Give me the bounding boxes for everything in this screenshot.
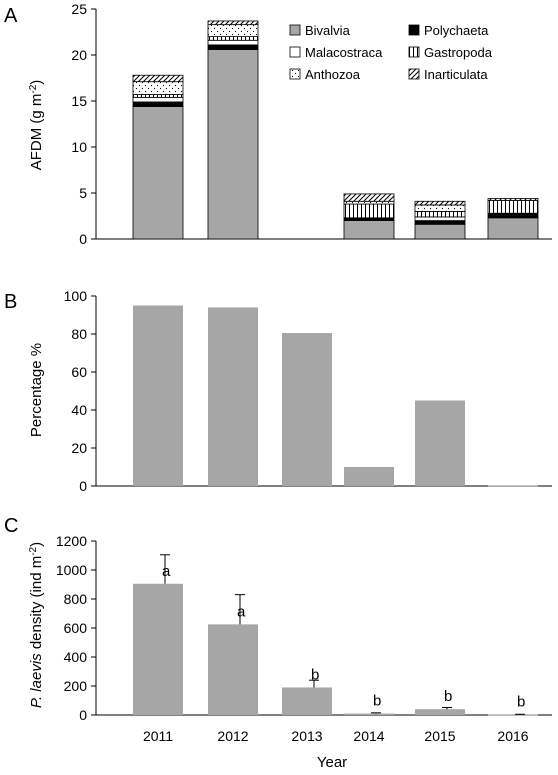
panel-a-bar-segment-bivalvia [414,223,466,240]
panel-a-bar-segment-bivalvia [343,220,395,240]
legend-swatch-anthozoa [289,68,301,80]
panel-c-significance-label-2014: b [373,693,381,710]
panel-a-bar-segment-inarticulata [414,200,466,206]
panel-c-bar-2011 [133,583,183,715]
panel-c-y-tick-label: 1000 [56,562,87,578]
panel-letter-b: B [4,291,17,313]
panel-a-bar-segment-inarticulata [343,193,395,202]
panel-a-bar-segment-bivalvia [487,217,539,240]
panel-c-bar-2016 [488,714,538,716]
panel-b-y-tick-label: 40 [71,402,87,418]
panel-a-bar-segment-bivalvia [132,106,184,240]
legend-label-polychaeta: Polychaeta [424,23,489,38]
panel-c-y-tick-label: 400 [64,649,88,665]
panel-a-legend: Bivalvia Polychaeta Malacostraca Gastropoda… [289,23,493,82]
panel-c-bar-2012 [208,624,258,715]
panel-a-y-tick-label: 25 [71,1,87,17]
legend-swatch-bivalvia [289,24,301,36]
legend-label-malacostraca: Malacostraca [305,45,383,60]
panel-b-bar-2012 [208,307,258,486]
panel-a-bar-segment-inarticulata [487,198,539,201]
panel-c-significance-label-2011: a [162,563,171,580]
panel-a-y-tick-label: 0 [79,231,87,247]
panel-a-bar-segment-gastropoda [207,36,259,41]
panel-b-bar-2011 [133,305,183,486]
panel-c-bar-2014 [344,713,394,715]
panel-a-bar-segment-polychaeta [414,220,466,225]
panel-a-y-tick-label: 20 [71,47,87,63]
legend-label-anthozoa: Anthozoa [305,67,361,82]
panel-a-bar-segment-gastropoda [414,210,466,218]
panel-b-ylabel: Percentage % [28,343,45,437]
panel-a-bar-segment-malacostraca [414,216,466,221]
panel-a-bar-segment-polychaeta [132,101,184,107]
panel-a-bar-segment-malacostraca [207,39,259,46]
panel-b-y-tick-label: 100 [64,288,88,304]
legend-label-bivalvia: Bivalvia [305,23,351,38]
panel-a-y-tick-label: 15 [71,93,87,109]
panel-a-bar-segment-bivalvia [207,49,259,240]
panel-a-bar-segment-polychaeta [343,217,395,221]
panel-c-bar-2015 [415,709,465,715]
panel-c-significance-label-2012: a [237,603,246,620]
panel-b-bar-2016 [488,485,538,487]
panel-a-y-tick-label: 10 [71,139,87,155]
panel-a-y-tick-label: 5 [79,185,87,201]
panel-b-y-tick-label: 0 [79,478,87,494]
panel-b-bar-2014 [344,467,394,486]
panel-c-significance-label-2013: b [311,666,319,683]
panel-b-bar-2013 [282,333,332,486]
panel-a-ylabel: AFDM (g m-2) [28,80,45,171]
panel-b-chart: 0 20 40 60 80 100 [64,288,552,494]
panel-b-y-tick-label: 20 [71,440,87,456]
panel-c-x-tick-label: 2011 [143,728,173,744]
panel-a-chart: 0 5 10 15 20 25 Bivalvia Polychaeta Malacostraca… [71,1,552,247]
panel-c-x-tick-label: 2016 [497,728,528,744]
panel-a-bar-segment-inarticulata [132,74,184,83]
panel-c-bar-2013 [282,687,332,715]
panel-c-x-tick-label: 2015 [424,728,455,744]
legend-swatch-inarticulata [408,68,420,80]
panel-c-x-tick-label: 2014 [353,728,384,744]
panel-c-x-tick-label: 2013 [291,728,322,744]
legend-swatch-malacostraca [289,46,301,58]
legend-label-gastropoda: Gastropoda [424,45,493,60]
legend-swatch-gastropoda [408,46,420,58]
panel-c-significance-label-2015: b [444,688,452,705]
x-axis-title: Year [317,754,347,771]
panel-c-y-tick-label: 1200 [56,533,87,549]
panel-letter-c: C [4,515,18,537]
legend-label-inarticulata: Inarticulata [424,67,488,82]
panel-a-bar-segment-anthozoa [343,200,395,205]
panel-b-y-tick-label: 60 [71,364,87,380]
panel-c-significance-label-2016: b [517,694,525,711]
panel-c-ylabel: P. laevis density (ind m-2) [28,542,45,708]
legend-swatch-polychaeta [408,24,420,36]
panel-b-y-tick-label: 80 [71,326,87,342]
panel-a-bar-segment-polychaeta [487,212,539,219]
panel-a-bar-segment-inarticulata [207,20,259,26]
panel-c-y-tick-label: 200 [64,678,88,694]
panel-a-bar-segment-polychaeta [207,44,259,50]
panel-c-y-tick-label: 800 [64,591,88,607]
panel-a-bar-segment-anthozoa [207,24,259,37]
panel-a-bar-segment-anthozoa [414,204,466,212]
panel-a-bar-segment-anthozoa [132,81,184,95]
panel-b-bar-2015 [415,400,465,486]
panel-c-y-tick-label: 600 [64,620,88,636]
panel-a-bar-segment-gastropoda [132,94,184,98]
panel-c-x-tick-label: 2012 [217,728,248,744]
panel-letter-a: A [4,5,18,27]
panel-c-chart: 0 200 400 600 800 1000 1200 a a b b b b 2011 2012 2013 2… [56,533,552,744]
panel-a-bar-segment-malacostraca [132,96,184,103]
panel-c-y-tick-label: 0 [79,707,87,723]
panel-a-bar-segment-gastropoda [343,203,395,219]
panel-a-bar-segment-gastropoda [487,199,539,214]
